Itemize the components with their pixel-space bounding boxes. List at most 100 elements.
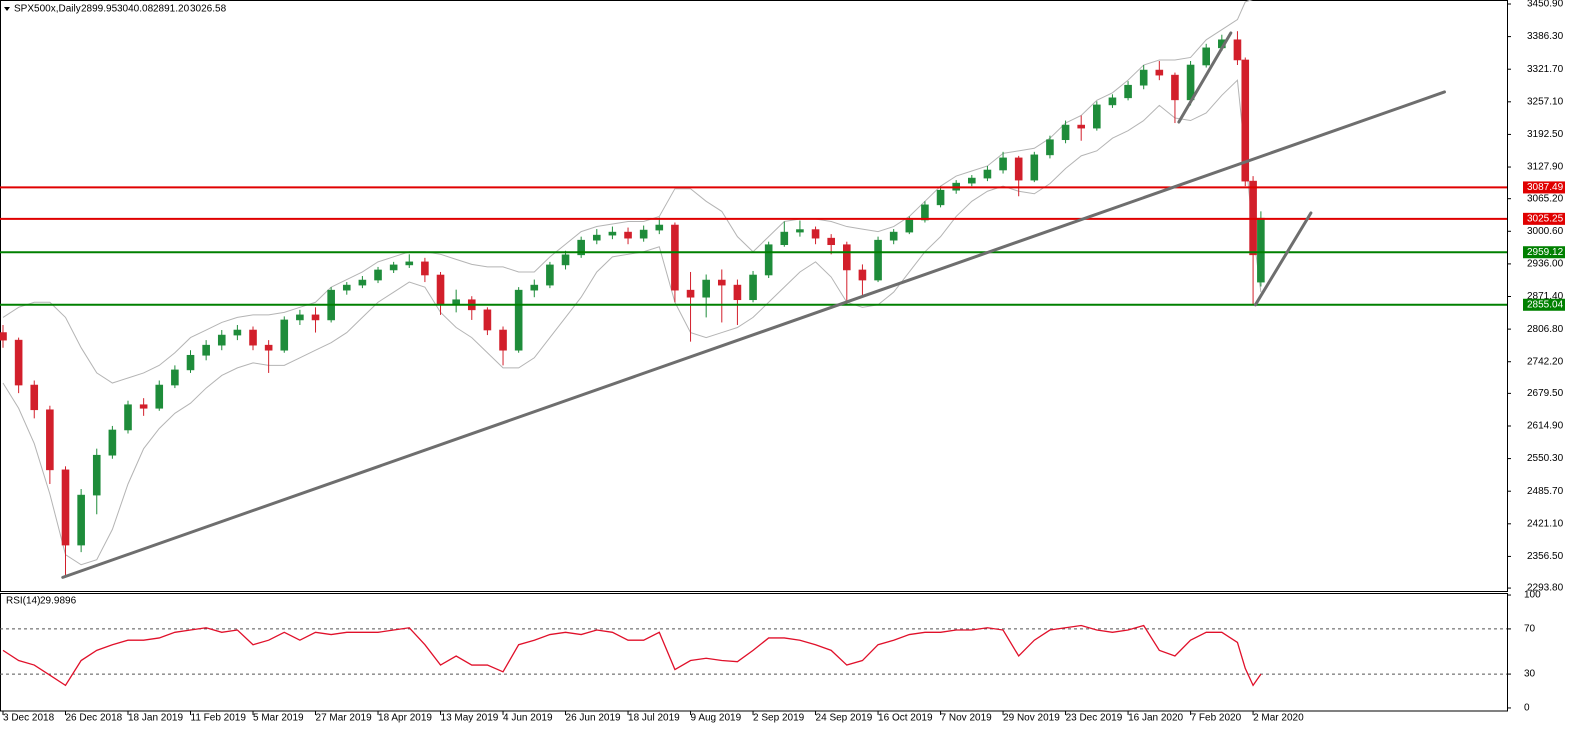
candle-body	[999, 157, 1007, 171]
candle-body	[249, 329, 257, 346]
candle-body	[655, 224, 664, 231]
candle-body	[1077, 124, 1085, 129]
candle-body	[889, 231, 898, 241]
y-tick-label: 2742.20	[1527, 356, 1564, 367]
rsi-line	[2, 624, 1262, 687]
y-tick-label: 3000.60	[1527, 226, 1564, 237]
candle-body	[1233, 39, 1242, 61]
level-label-box	[1523, 181, 1565, 194]
candle-body	[421, 261, 429, 276]
candle-body	[186, 354, 195, 371]
y-tick-label: 3065.20	[1527, 193, 1564, 204]
candle-body	[936, 189, 945, 206]
candle-body	[1061, 124, 1070, 141]
y-tick-label: 3257.10	[1527, 96, 1564, 107]
candle-body	[608, 231, 617, 236]
y-tick-label: 3127.90	[1527, 162, 1564, 173]
y-tick-label: 3192.50	[1527, 129, 1564, 140]
bollinger-band	[2, 0, 1253, 384]
y-tick-label: 2806.80	[1527, 324, 1564, 335]
candle-body	[77, 494, 85, 546]
x-tick-label: 4 Jun 2019	[503, 713, 553, 724]
trend-line	[1253, 211, 1313, 307]
candle-body	[483, 309, 492, 331]
y-tick-label: 70	[1524, 624, 1536, 635]
x-tick-label: 11 Feb 2019	[191, 713, 247, 724]
x-tick-label: 29 Nov 2019	[1003, 713, 1060, 724]
candle-body	[61, 469, 70, 546]
candle-body	[1241, 59, 1250, 182]
candle-body	[1202, 47, 1210, 66]
candle-body	[389, 264, 398, 271]
y-tick-label: 2871.40	[1527, 291, 1564, 302]
candle-body	[671, 224, 679, 291]
candle-body	[1108, 97, 1117, 106]
x-tick-label: 7 Feb 2020	[1191, 713, 1242, 724]
candle-body	[514, 289, 523, 351]
candle-body	[374, 269, 382, 281]
candle-body	[1186, 64, 1195, 101]
candle-body	[639, 229, 648, 239]
x-tick-label: 18 Jan 2019	[128, 713, 183, 724]
candle-body	[264, 344, 273, 351]
trend-line	[61, 90, 1446, 579]
y-tick-label: 2485.70	[1527, 486, 1564, 497]
y-tick-label: 2421.10	[1527, 518, 1564, 529]
header-close: 3026.58	[190, 4, 227, 15]
candle-body	[280, 319, 289, 351]
y-tick-label: 2936.00	[1527, 259, 1564, 270]
candle-body	[233, 329, 242, 336]
candle-body	[717, 279, 726, 286]
candle-body	[1030, 154, 1039, 181]
header-high: 3040.08	[117, 4, 154, 15]
x-tick-label: 3 Dec 2018	[3, 713, 55, 724]
header-low: 2891.20	[153, 4, 190, 15]
candle-body	[686, 289, 695, 298]
candle-body	[546, 264, 554, 286]
y-tick-label: 2293.80	[1527, 583, 1564, 594]
level-label: 2855.04	[1527, 299, 1564, 310]
x-tick-label: 18 Jul 2019	[628, 713, 680, 724]
menu-arrow[interactable]	[4, 7, 10, 11]
candle-body	[858, 269, 867, 281]
x-tick-label: 7 Nov 2019	[941, 713, 993, 724]
chart-title: SPX500x,Daily	[14, 4, 81, 15]
candle-body	[921, 204, 929, 221]
level-label: 2959.12	[1527, 247, 1564, 258]
candle-body	[1093, 104, 1101, 129]
y-tick-label: 30	[1524, 669, 1536, 680]
x-tick-label: 23 Dec 2019	[1066, 713, 1123, 724]
candle-body	[296, 314, 304, 321]
candle-body	[14, 339, 23, 386]
level-label: 3087.49	[1527, 182, 1564, 193]
candle-body	[46, 409, 54, 471]
candle-body	[1155, 69, 1164, 76]
level-label-box	[1523, 212, 1565, 225]
candle-body	[358, 279, 367, 286]
y-tick-label: 100	[1524, 590, 1541, 601]
y-tick-label: 2550.30	[1527, 453, 1564, 464]
level-label-box	[1523, 246, 1565, 259]
candle-body	[499, 329, 507, 351]
candle-body	[827, 237, 835, 246]
x-tick-label: 27 Mar 2019	[316, 713, 373, 724]
candle-body	[1046, 139, 1054, 156]
candle-body	[311, 314, 320, 321]
candle-body	[749, 274, 757, 301]
candle-body	[436, 274, 445, 306]
x-tick-label: 13 May 2019	[441, 713, 499, 724]
y-tick-label: 2356.50	[1527, 551, 1564, 562]
candle-body	[624, 231, 632, 239]
y-tick-label: 3386.30	[1527, 31, 1564, 42]
candle-body	[780, 231, 789, 246]
candle-body	[733, 284, 742, 301]
candle-body	[764, 244, 773, 276]
x-tick-label: 16 Oct 2019	[878, 713, 933, 724]
candle-body	[874, 239, 882, 281]
candle-body	[342, 284, 351, 291]
level-label-box	[1523, 298, 1565, 311]
rsi-value: 29.9896	[40, 596, 77, 607]
x-tick-label: 2 Sep 2019	[753, 713, 805, 724]
